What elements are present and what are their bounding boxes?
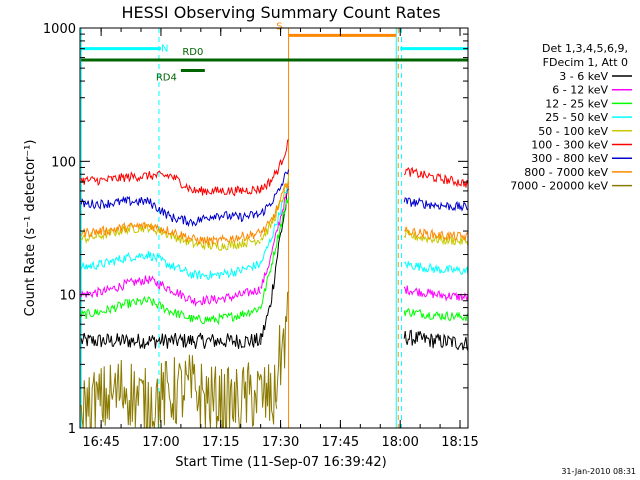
- series-line: [404, 226, 469, 242]
- legend-entry-label: 300 - 800 keV: [531, 152, 608, 165]
- series-line: [80, 295, 261, 325]
- series-line: [403, 166, 469, 188]
- legend: Det 1,3,4,5,6,9,FDecim 1, Att 03 - 6 keV…: [510, 42, 632, 193]
- series-line: [80, 354, 278, 429]
- series-line: [80, 275, 261, 308]
- series-line: [403, 261, 469, 276]
- y-tick-label: 1000: [43, 22, 76, 37]
- x-tick-label: 16:45: [82, 435, 119, 450]
- series-line: [80, 170, 262, 197]
- legend-entry-label: 3 - 6 keV: [559, 70, 608, 83]
- legend-entry-label: 12 - 25 keV: [545, 97, 608, 110]
- series-line: [260, 188, 289, 345]
- flag-label: S: [276, 21, 282, 32]
- plot-frame: [79, 27, 469, 429]
- series-line: [260, 180, 290, 237]
- series-line: [260, 175, 290, 241]
- legend-entry-label: 25 - 50 keV: [545, 111, 608, 124]
- series-line: [80, 250, 262, 281]
- series-line: [260, 186, 289, 290]
- series-line: [403, 307, 469, 322]
- series-line: [403, 329, 469, 352]
- series-line: [260, 196, 290, 310]
- series-line: [260, 169, 290, 217]
- legend-entry-label: 6 - 12 keV: [552, 84, 608, 97]
- legend-entry-label: 800 - 7000 keV: [524, 166, 608, 179]
- plot-area: N S RD0 RD4: [80, 21, 469, 429]
- series-line: [403, 285, 469, 302]
- x-tick-label: 18:15: [441, 435, 478, 450]
- legend-entry-label: 50 - 100 keV: [538, 125, 608, 138]
- x-tick-label: 17:45: [322, 435, 359, 450]
- series-line: [80, 195, 261, 228]
- axes: 16:45 17:00 17:15 17:30 17:45 18:00 18:15 1 10 10…: [43, 22, 479, 450]
- y-tick-label: 10: [59, 289, 76, 304]
- timestamp: 31-Jan-2010 08:31: [561, 467, 636, 476]
- x-tick-label: 18:00: [381, 435, 418, 450]
- legend-entry-label: 100 - 300 keV: [531, 139, 608, 152]
- series-lines: [80, 139, 469, 429]
- series-line: [80, 332, 262, 349]
- x-tick-label: 17:00: [142, 435, 179, 450]
- legend-header: Det 1,3,4,5,6,9,: [542, 42, 628, 55]
- flag-label: RD0: [182, 47, 203, 58]
- series-line: [276, 291, 289, 403]
- flag-label: RD4: [156, 73, 177, 84]
- legend-entry-label: 7000 - 20000 keV: [510, 180, 608, 193]
- chart-title: HESSI Observing Summary Count Rates: [121, 3, 440, 22]
- x-axis-label: Start Time (11-Sep-07 16:39:42): [175, 455, 386, 470]
- series-line: [403, 197, 469, 212]
- series-line: [80, 222, 261, 251]
- x-tick-label: 17:30: [262, 435, 299, 450]
- series-line: [260, 139, 289, 193]
- y-tick-label: 100: [51, 155, 76, 170]
- series-line: [403, 230, 469, 247]
- x-tick-label: 17:15: [202, 435, 239, 450]
- flag-label: N: [161, 44, 168, 55]
- legend-header: FDecim 1, Att 0: [543, 56, 628, 69]
- series-line: [80, 221, 261, 246]
- flag-bars: N S RD0 RD4: [81, 21, 468, 84]
- y-tick-label: 1: [68, 422, 76, 437]
- y-axis-label: Count Rate (s⁻¹ detector⁻¹): [23, 140, 38, 317]
